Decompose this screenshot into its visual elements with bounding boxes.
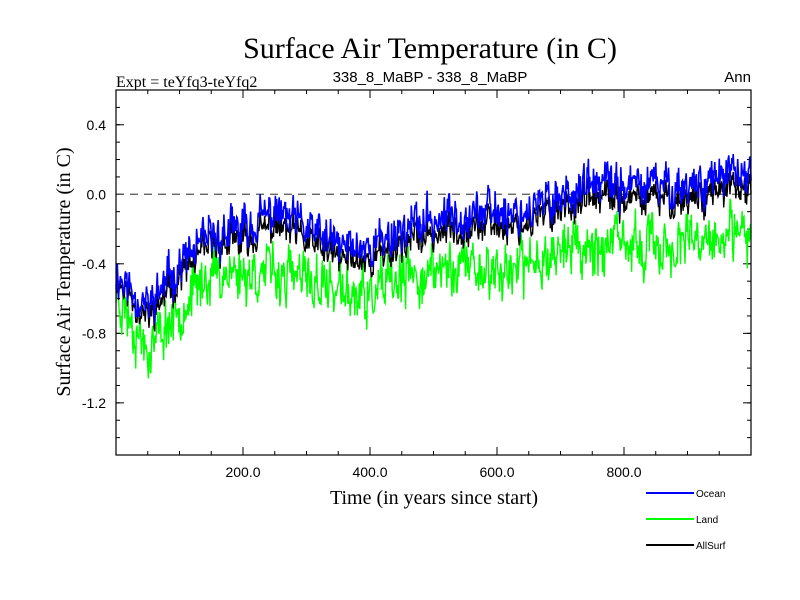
legend-label-ocean: Ocean xyxy=(696,489,725,500)
season-label: Ann xyxy=(724,69,751,86)
x-axis-ticks: 200.0 400.0 600.0 800.0 xyxy=(147,90,720,480)
y-tick-label: -1.2 xyxy=(82,395,106,411)
y-tick-label: -0.4 xyxy=(82,256,106,272)
legend-label-allsurf: AllSurf xyxy=(696,541,726,552)
x-tick-label: 400.0 xyxy=(352,464,387,480)
y-axis-label: Surface Air Temperature (in C) xyxy=(53,147,75,396)
y-tick-label: 0.4 xyxy=(87,117,107,133)
y-tick-label: 0.0 xyxy=(87,186,107,202)
series-line-ocean xyxy=(115,153,752,324)
chart-title: Surface Air Temperature (in C) xyxy=(243,32,617,65)
y-axis-ticks: 0.4 0.0 -0.4 -0.8 -1.2 xyxy=(82,106,751,439)
series-line-allsurf xyxy=(115,171,752,332)
legend-label-land: Land xyxy=(696,515,718,526)
x-axis-label: Time (in years since start) xyxy=(330,487,538,509)
x-tick-label: 200.0 xyxy=(225,464,260,480)
plot-frame xyxy=(115,89,752,456)
period-label: 338_8_MaBP - 338_8_MaBP xyxy=(333,69,528,86)
x-tick-label: 800.0 xyxy=(606,464,641,480)
series-layer xyxy=(115,153,752,379)
legend: Ocean Land AllSurf xyxy=(646,489,726,552)
y-tick-label: -0.8 xyxy=(82,325,106,341)
series-line-land xyxy=(115,198,752,379)
x-tick-label: 600.0 xyxy=(479,464,514,480)
experiment-label: Expt = teYfq3-teYfq2 xyxy=(116,74,257,91)
